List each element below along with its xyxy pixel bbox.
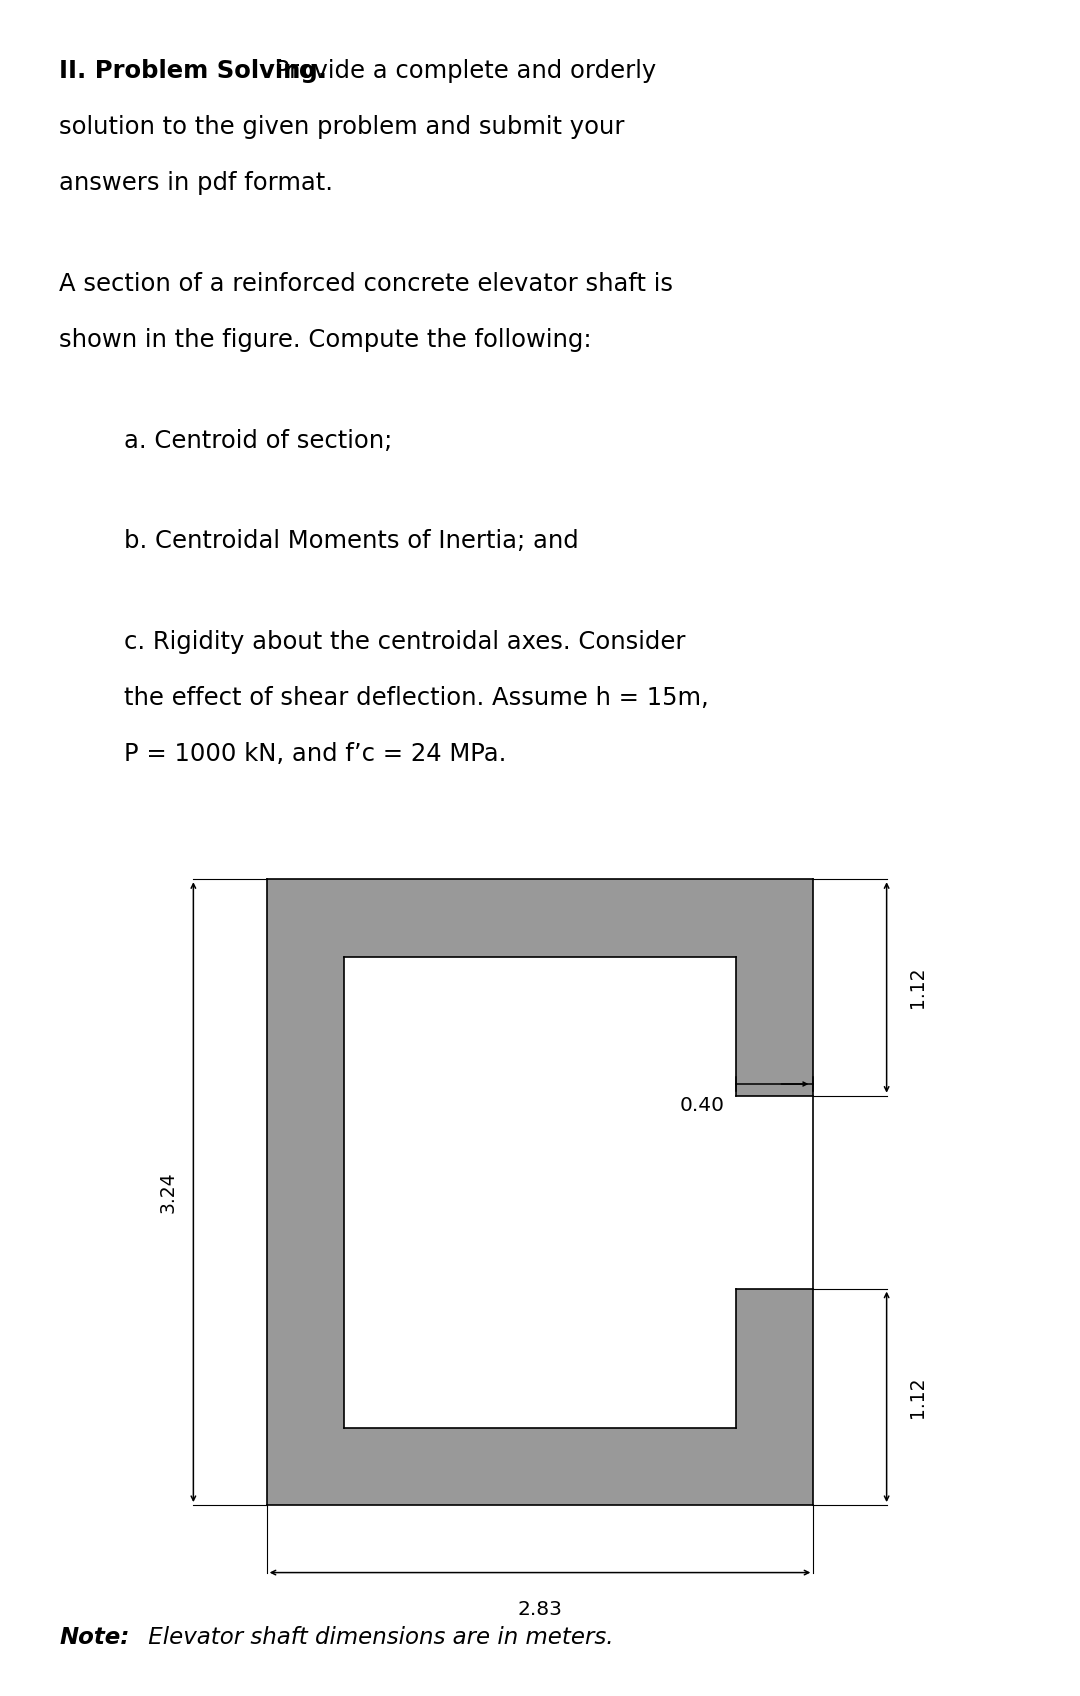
Text: Elevator shaft dimensions are in meters.: Elevator shaft dimensions are in meters.	[141, 1625, 613, 1649]
Text: a. Centroid of section;: a. Centroid of section;	[124, 429, 392, 453]
Text: A section of a reinforced concrete elevator shaft is: A section of a reinforced concrete eleva…	[59, 271, 674, 297]
Text: Note:: Note:	[59, 1625, 130, 1649]
Text: the effect of shear deflection. Assume h = 15m,: the effect of shear deflection. Assume h…	[124, 687, 708, 711]
Text: 1.12: 1.12	[908, 967, 927, 1007]
Text: b. Centroidal Moments of Inertia; and: b. Centroidal Moments of Inertia; and	[124, 529, 579, 553]
Text: Provide a complete and orderly: Provide a complete and orderly	[267, 59, 656, 83]
Text: 2.83: 2.83	[517, 1599, 563, 1618]
Text: 3.24: 3.24	[159, 1172, 178, 1213]
Bar	[735, 879, 813, 1096]
Text: P = 1000 kN, and f’c = 24 MPa.: P = 1000 kN, and f’c = 24 MPa.	[124, 743, 507, 767]
Bar	[267, 879, 345, 1504]
Bar	[267, 1428, 813, 1504]
Text: answers in pdf format.: answers in pdf format.	[59, 171, 334, 195]
Bar	[267, 879, 813, 957]
Text: II. Problem Solving.: II. Problem Solving.	[59, 59, 327, 83]
Text: solution to the given problem and submit your: solution to the given problem and submit…	[59, 115, 625, 139]
Text: shown in the figure. Compute the following:: shown in the figure. Compute the followi…	[59, 327, 592, 353]
Bar	[735, 1289, 813, 1504]
Text: c. Rigidity about the centroidal axes. Consider: c. Rigidity about the centroidal axes. C…	[124, 631, 686, 655]
Text: 0.40: 0.40	[679, 1096, 725, 1114]
Text: 1.12: 1.12	[908, 1375, 927, 1418]
